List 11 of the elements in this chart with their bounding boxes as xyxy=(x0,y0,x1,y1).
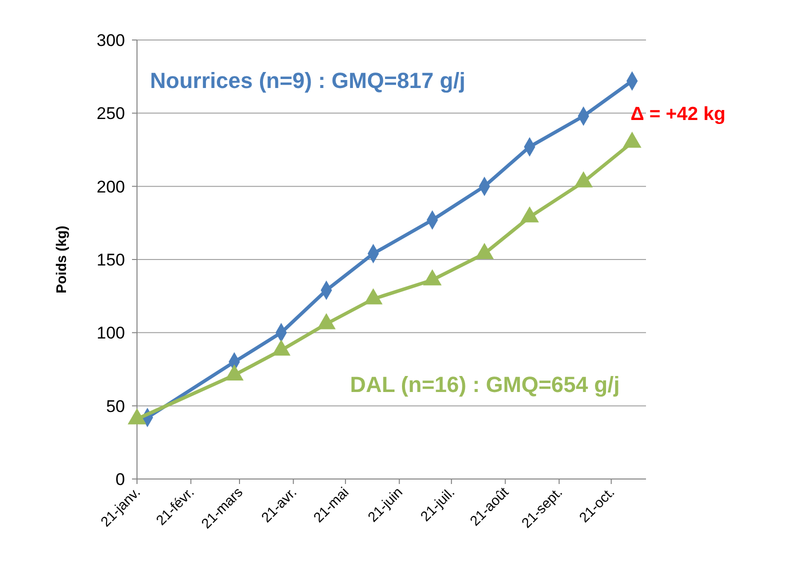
text: Nourrices (n=9) : GMQ=817 g/j xyxy=(150,68,466,93)
y-axis-title: Poids (kg) xyxy=(53,226,69,294)
y-tick-label: 200 xyxy=(96,177,125,196)
y-tick-label: 0 xyxy=(116,470,125,489)
y-tick-label: 50 xyxy=(106,396,125,416)
y-tick-label: 100 xyxy=(96,324,125,343)
y-tick-label: 150 xyxy=(96,250,125,270)
text: DAL (n=16) : GMQ=654 g/j xyxy=(350,372,620,397)
y-tick-label: 300 xyxy=(96,30,125,50)
y-tick-label: 250 xyxy=(96,104,125,124)
annotation: Δ = +42 kg xyxy=(630,104,726,125)
